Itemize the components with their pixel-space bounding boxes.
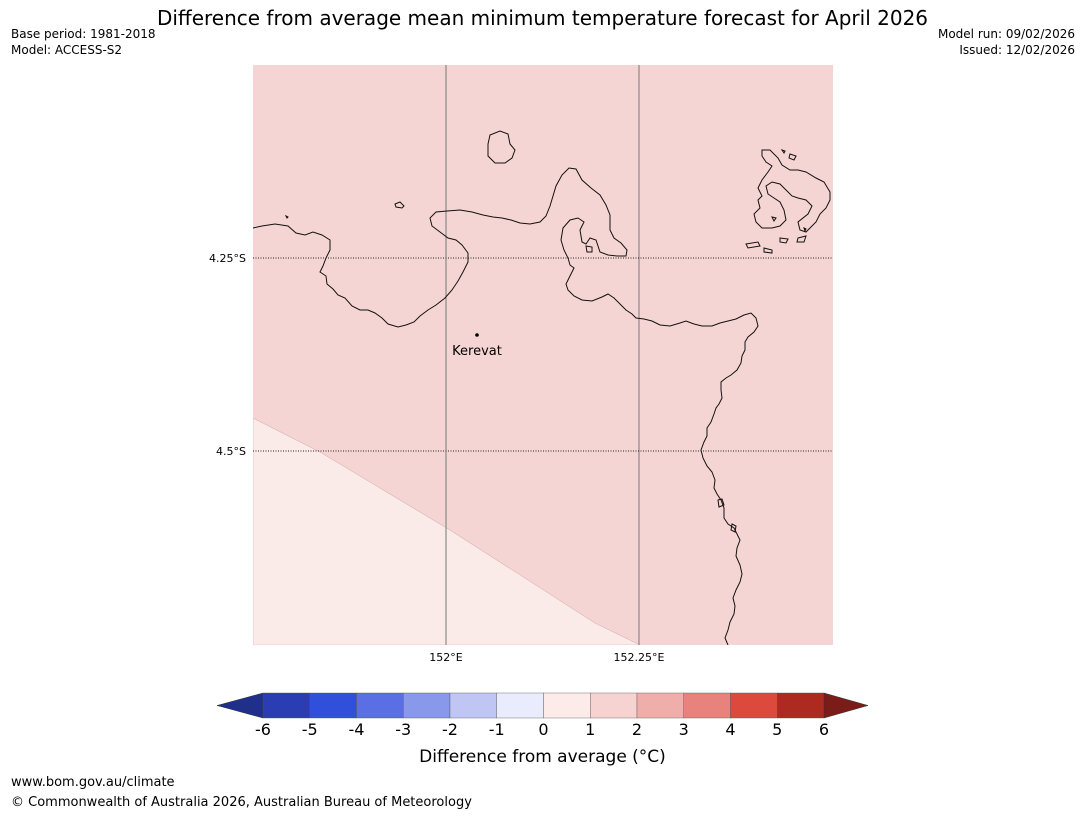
islet-east-7 xyxy=(779,237,789,244)
lat-label-4-5: 4.5°S xyxy=(216,445,246,458)
islet-east-4 xyxy=(796,235,807,243)
map-title: Difference from average mean minimum tem… xyxy=(156,6,929,30)
colorbar-bin xyxy=(777,692,825,719)
islet-coast-1 xyxy=(717,498,725,508)
model-name: Model: ACCESS-S2 xyxy=(11,43,123,57)
lat-label-4-25: 4.25°S xyxy=(209,252,246,265)
colorbar-tick-label: -4 xyxy=(349,720,365,739)
colorbar-bin xyxy=(262,692,310,719)
colorbar-tick-label: 1 xyxy=(585,720,595,739)
colorbar-bin xyxy=(636,692,684,719)
footer-copyright: © Commonwealth of Australia 2026, Austra… xyxy=(11,795,472,810)
colorbar-tick-label: -3 xyxy=(395,720,411,739)
model-run: Model run: 09/02/2026 xyxy=(937,27,1075,41)
islet-west xyxy=(394,201,405,209)
islet-small xyxy=(284,214,289,219)
islet-east-6 xyxy=(763,247,773,254)
colorbar-extend-high xyxy=(823,692,869,719)
colorbar-extend-low xyxy=(216,692,264,719)
islet-coast-2 xyxy=(730,523,737,533)
base-period: Base period: 1981-2018 xyxy=(11,27,156,41)
islet-coast-3 xyxy=(585,245,593,253)
colorbar-tick-label: 0 xyxy=(538,720,548,739)
colorbar-tick-label: -2 xyxy=(442,720,458,739)
colorbar-tick-label: 4 xyxy=(725,720,735,739)
meta-right: Model run: 09/02/2026 Issued: 12/02/2026 xyxy=(938,26,1075,58)
issued-date: Issued: 12/02/2026 xyxy=(959,43,1075,57)
colorbar-title: Difference from average (°C) xyxy=(419,747,666,767)
colorbar-bin xyxy=(730,692,778,719)
colorbar-tick-label: -5 xyxy=(302,720,318,739)
coastline xyxy=(253,130,831,645)
kerevat-label: Kerevat xyxy=(452,344,502,359)
islet-east-1 xyxy=(780,149,786,154)
colorbar-bin xyxy=(683,692,731,719)
island-north xyxy=(487,130,516,164)
colorbar-bin xyxy=(496,692,544,719)
colorbar-ticks: -6 -5 -4 -3 -2 -1 0 1 2 3 4 5 6 xyxy=(255,720,829,739)
colorbar-bin xyxy=(590,692,638,719)
islet-east-2 xyxy=(788,153,797,161)
colorbar-tick-label: 3 xyxy=(679,720,689,739)
colorbar xyxy=(216,692,869,719)
lon-label-152: 152°E xyxy=(429,651,462,664)
colorbar-tick-label: 2 xyxy=(632,720,642,739)
islet-east-8 xyxy=(803,227,807,233)
colorbar-tick-label: 5 xyxy=(772,720,782,739)
colorbar-bin xyxy=(356,692,404,719)
colorbar-bin xyxy=(403,692,451,719)
colorbar-bin xyxy=(309,692,357,719)
islet-east-3 xyxy=(771,216,777,222)
meta-left: Base period: 1981-2018 Model: ACCESS-S2 xyxy=(11,26,156,58)
footer-url[interactable]: www.bom.gov.au/climate xyxy=(11,775,175,790)
coastline-main xyxy=(253,167,759,645)
colorbar-bin xyxy=(449,692,497,719)
islet-east-5 xyxy=(745,241,761,249)
colorbar-tick-label: -6 xyxy=(255,720,271,739)
colorbar-tick-label: 6 xyxy=(819,720,829,739)
lon-label-152-25: 152.25°E xyxy=(614,651,665,664)
colorbar-bin xyxy=(543,692,591,719)
duke-of-york-islands xyxy=(753,149,831,233)
colorbar-tick-label: -1 xyxy=(489,720,505,739)
kerevat-marker xyxy=(475,333,479,337)
